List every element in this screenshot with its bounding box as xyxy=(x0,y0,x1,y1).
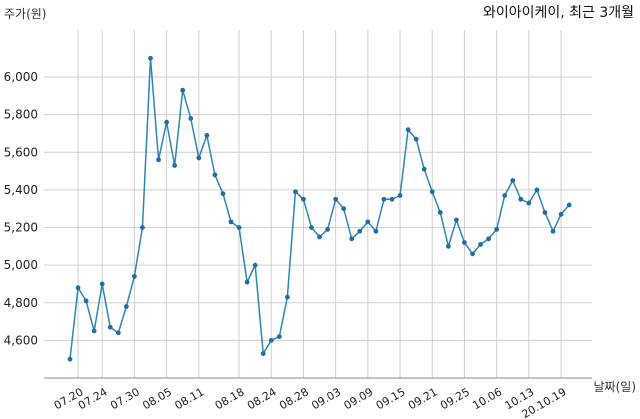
x-tick-label: 08.24 xyxy=(245,385,279,412)
data-point xyxy=(341,206,347,212)
data-point xyxy=(373,228,379,234)
data-point xyxy=(429,189,435,195)
x-tick-label: 08.18 xyxy=(213,385,247,412)
data-point xyxy=(365,219,371,225)
data-point xyxy=(212,172,218,178)
data-point xyxy=(526,200,532,206)
series-line xyxy=(69,58,570,360)
data-point xyxy=(123,304,129,309)
x-tick-label: 09.03 xyxy=(309,385,343,412)
data-point xyxy=(534,187,540,193)
data-point xyxy=(445,243,451,249)
y-axis-ticks: 4,600 4,800 5,000 5,200 5,400 5,600 5,800 6,000 xyxy=(4,70,38,347)
data-point xyxy=(132,274,137,279)
data-point xyxy=(284,294,290,300)
data-point xyxy=(454,217,459,223)
data-point xyxy=(83,298,89,304)
y-axis-label: 주가(원) xyxy=(4,7,46,21)
data-point xyxy=(462,240,467,245)
chart-title: 와이아이케이, 최근 3개월 xyxy=(483,5,634,21)
x-tick-label: 08.05 xyxy=(140,385,174,412)
y-tick-label: 5,000 xyxy=(4,258,38,272)
data-point xyxy=(510,178,516,183)
grid xyxy=(44,30,592,379)
y-tick-label: 4,800 xyxy=(4,296,38,310)
data-point xyxy=(115,330,121,336)
data-point xyxy=(196,155,202,161)
data-point xyxy=(91,328,97,334)
x-tick-label: 08.28 xyxy=(277,385,311,412)
x-tick-label: 08.11 xyxy=(173,385,207,412)
x-tick-label: 10.06 xyxy=(470,385,504,412)
series-group xyxy=(67,55,572,362)
data-point xyxy=(349,236,355,242)
data-point xyxy=(172,163,178,168)
y-tick-label: 5,200 xyxy=(4,221,38,235)
data-point xyxy=(180,87,186,93)
data-point xyxy=(502,193,508,198)
data-point xyxy=(518,196,524,202)
x-tick-label: 09.09 xyxy=(342,385,376,412)
data-point xyxy=(357,228,363,234)
data-point xyxy=(164,119,170,125)
data-point xyxy=(99,281,105,287)
data-point xyxy=(566,202,572,208)
y-tick-label: 6,000 xyxy=(4,70,38,84)
data-point xyxy=(204,132,210,138)
data-point xyxy=(276,334,282,340)
data-point xyxy=(550,228,556,234)
data-point xyxy=(478,242,483,247)
data-point xyxy=(188,116,194,121)
data-point xyxy=(67,356,73,362)
data-point xyxy=(558,211,564,217)
data-point xyxy=(268,337,274,343)
data-point xyxy=(107,324,113,330)
data-point xyxy=(228,219,234,225)
data-point xyxy=(494,226,500,232)
y-tick-label: 5,800 xyxy=(4,108,38,122)
data-point xyxy=(220,191,226,197)
data-point xyxy=(486,236,491,242)
x-tick-label: 09.15 xyxy=(374,385,408,412)
data-point xyxy=(244,279,250,285)
data-point xyxy=(542,210,548,215)
data-point xyxy=(437,210,443,215)
data-point xyxy=(75,285,81,291)
data-point xyxy=(317,234,322,240)
data-point xyxy=(236,225,242,230)
x-axis-label: 날짜(일) xyxy=(594,380,636,394)
x-tick-label: 09.21 xyxy=(406,385,440,412)
data-point xyxy=(333,196,339,202)
y-tick-label: 4,600 xyxy=(4,333,38,347)
y-tick-label: 5,600 xyxy=(4,145,38,159)
data-point xyxy=(140,225,145,230)
y-tick-label: 5,400 xyxy=(4,183,38,197)
data-point xyxy=(381,196,387,202)
x-tick-label: 07.30 xyxy=(108,385,142,412)
data-point xyxy=(293,189,298,195)
data-point xyxy=(301,196,306,202)
data-point xyxy=(389,196,395,202)
data-point xyxy=(470,251,475,257)
data-point xyxy=(413,136,419,142)
data-point xyxy=(405,127,411,133)
data-point xyxy=(421,166,427,172)
data-point xyxy=(397,193,403,198)
data-point xyxy=(148,55,153,61)
data-point xyxy=(260,351,266,356)
data-point xyxy=(325,226,330,232)
data-point xyxy=(156,157,161,163)
data-point xyxy=(309,225,314,230)
x-tick-label: 09.25 xyxy=(438,385,472,412)
data-point xyxy=(252,262,258,268)
